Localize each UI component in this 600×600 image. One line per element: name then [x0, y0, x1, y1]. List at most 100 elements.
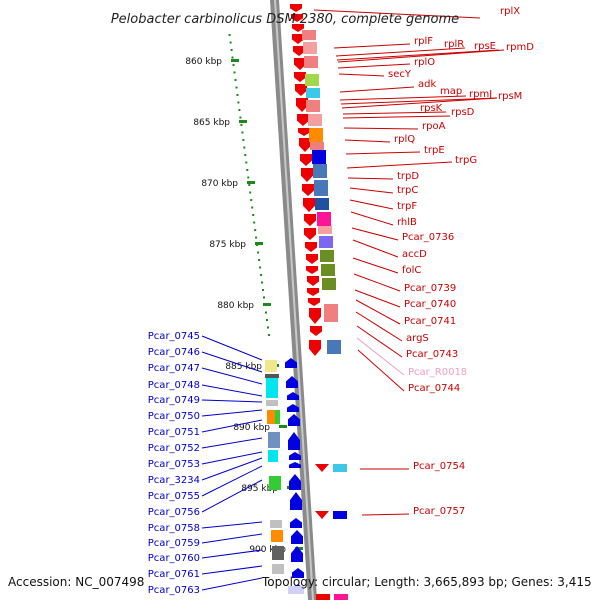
gene-arrow-reverse: [288, 432, 300, 450]
gene-label-forward[interactable]: secY: [388, 69, 412, 80]
gene-label-reverse[interactable]: Pcar_0746: [148, 347, 200, 358]
gene-label-leader: [201, 465, 263, 497]
ruler-dot: [251, 206, 254, 209]
gene-label-leader: [352, 239, 399, 258]
gene-label-forward[interactable]: rpsE: [474, 41, 496, 52]
gene-label-leader: [356, 325, 403, 358]
gene-label-reverse[interactable]: Pcar_0756: [148, 507, 200, 518]
gene-label-forward[interactable]: accD: [402, 249, 427, 260]
gene-features: [265, 4, 348, 600]
gene-arrow-forward: [294, 72, 306, 82]
gene-arrow-forward: [303, 198, 315, 212]
ruler-dot: [237, 101, 240, 104]
ruler-label: 880 kbp: [217, 301, 254, 311]
gene-label-leader: [355, 311, 403, 342]
gene-label-forward[interactable]: rpsD: [451, 107, 475, 118]
gene-label-forward[interactable]: Pcar_R0018: [408, 367, 467, 378]
gene-label-forward[interactable]: adk: [418, 79, 436, 90]
gene-label-forward[interactable]: rpoA: [422, 121, 446, 132]
gene-label-forward[interactable]: rpsM: [498, 91, 522, 102]
gene-label-reverse[interactable]: Pcar_0748: [148, 380, 200, 391]
gene-box-forward: [304, 56, 318, 68]
gene-label-forward[interactable]: Pcar_0741: [404, 316, 456, 327]
gene-label-leader: [356, 337, 405, 376]
gene-label-forward[interactable]: trpF: [397, 201, 417, 212]
gene-box-forward: [308, 114, 322, 126]
gene-box-forward: [313, 164, 327, 178]
gene-label-leader: [340, 97, 498, 105]
ruler-dot: [247, 176, 250, 179]
gene-label-forward[interactable]: trpD: [397, 171, 419, 182]
gene-label-reverse[interactable]: Pcar_0753: [148, 459, 200, 470]
gene-label-reverse[interactable]: Pcar_0758: [148, 523, 200, 534]
gene-label-forward[interactable]: rplO: [414, 57, 435, 68]
gene-label-leader: [339, 86, 415, 93]
gene-label-leader: [338, 73, 385, 77]
gene-label-leader: [342, 115, 451, 119]
gene-label-reverse[interactable]: Pcar_0751: [148, 427, 200, 438]
gene-label-leader: [335, 47, 466, 57]
gene-label-forward[interactable]: rplR: [444, 39, 464, 50]
gene-label-forward[interactable]: rpsK: [420, 103, 443, 114]
gene-label-forward[interactable]: map: [440, 86, 462, 97]
gene-arrow-reverse: [289, 474, 301, 490]
gene-label-reverse[interactable]: Pcar_0752: [148, 443, 200, 454]
gene-label-forward[interactable]: rpmJ: [469, 89, 492, 100]
gene-label-forward[interactable]: trpE: [424, 145, 445, 156]
ruler-tick: [255, 242, 263, 245]
gene-label-forward[interactable]: trpC: [397, 185, 418, 196]
gene-label-reverse[interactable]: Pcar_0747: [148, 363, 200, 374]
gene-label-forward[interactable]: rplF: [414, 36, 433, 47]
gene-label-reverse[interactable]: Pcar_0750: [148, 411, 200, 422]
gene-label-forward[interactable]: Pcar_0736: [402, 232, 454, 243]
gene-label-forward[interactable]: rhlB: [397, 217, 417, 228]
gene-label-forward[interactable]: Pcar_0744: [408, 383, 460, 394]
gene-label-leader: [342, 111, 447, 115]
gene-arrow-forward: [304, 214, 316, 226]
ruler-tick: [231, 59, 239, 62]
gene-label-leader: [347, 177, 394, 180]
gene-arrow-reverse: [288, 414, 300, 426]
ruler-label: 890 kbp: [233, 423, 270, 433]
gene-label-forward[interactable]: rplQ: [394, 134, 415, 145]
gene-arrow-forward: [301, 168, 313, 182]
gene-label-reverse[interactable]: Pcar_0759: [148, 538, 200, 549]
gene-label-reverse[interactable]: Pcar_0749: [148, 395, 200, 406]
ruler-dot: [257, 251, 260, 254]
gene-box-reverse: [288, 586, 304, 594]
gene-arrow-forward: [299, 138, 311, 152]
gene-box-reverse: [270, 520, 282, 528]
gene-label-forward[interactable]: rpmD: [506, 42, 534, 53]
gene-label-reverse[interactable]: Pcar_0761: [148, 569, 200, 580]
gene-label-forward[interactable]: argS: [406, 333, 429, 344]
gene-label-forward[interactable]: rplX: [500, 6, 520, 17]
gene-box-reverse: [269, 476, 281, 490]
gene-label-forward[interactable]: folC: [402, 265, 421, 276]
gene-box-forward: [314, 180, 328, 196]
gene-box-forward: [309, 128, 323, 142]
gene-label-forward[interactable]: Pcar_0739: [404, 283, 456, 294]
ruler-dot: [241, 131, 244, 134]
gene-label-reverse[interactable]: Pcar_0745: [148, 331, 200, 342]
gene-label-leader: [201, 335, 263, 361]
accession-text: Accession: NC_007498: [8, 575, 144, 589]
ruler-dot: [254, 229, 257, 231]
gene-label-forward[interactable]: Pcar_0757: [413, 506, 465, 517]
genome-axis: [270, 0, 317, 600]
gene-label-reverse[interactable]: Pcar_0755: [148, 491, 200, 502]
gene-box-reverse: [272, 564, 284, 574]
gene-arrow-reverse: [290, 492, 302, 510]
gene-label-forward[interactable]: trpG: [455, 155, 477, 166]
gene-label-reverse[interactable]: Pcar_0760: [148, 553, 200, 564]
gene-label-forward[interactable]: Pcar_0740: [404, 299, 456, 310]
gene-box-forward: [310, 142, 324, 150]
gene-label-forward[interactable]: Pcar_0743: [406, 349, 458, 360]
ruler-dot: [240, 124, 243, 126]
gene-label-forward[interactable]: Pcar_0754: [413, 461, 465, 472]
gene-label-reverse[interactable]: Pcar_0763: [148, 585, 200, 596]
gene-arrow-reverse: [290, 518, 302, 528]
gene-arrow-reverse: [285, 358, 297, 368]
gene-label-reverse[interactable]: Pcar_3234: [148, 475, 200, 486]
topology-text: Topology: circular; Length: 3,665,893 bp…: [261, 575, 592, 589]
gene-arrow-forward: [315, 511, 329, 519]
